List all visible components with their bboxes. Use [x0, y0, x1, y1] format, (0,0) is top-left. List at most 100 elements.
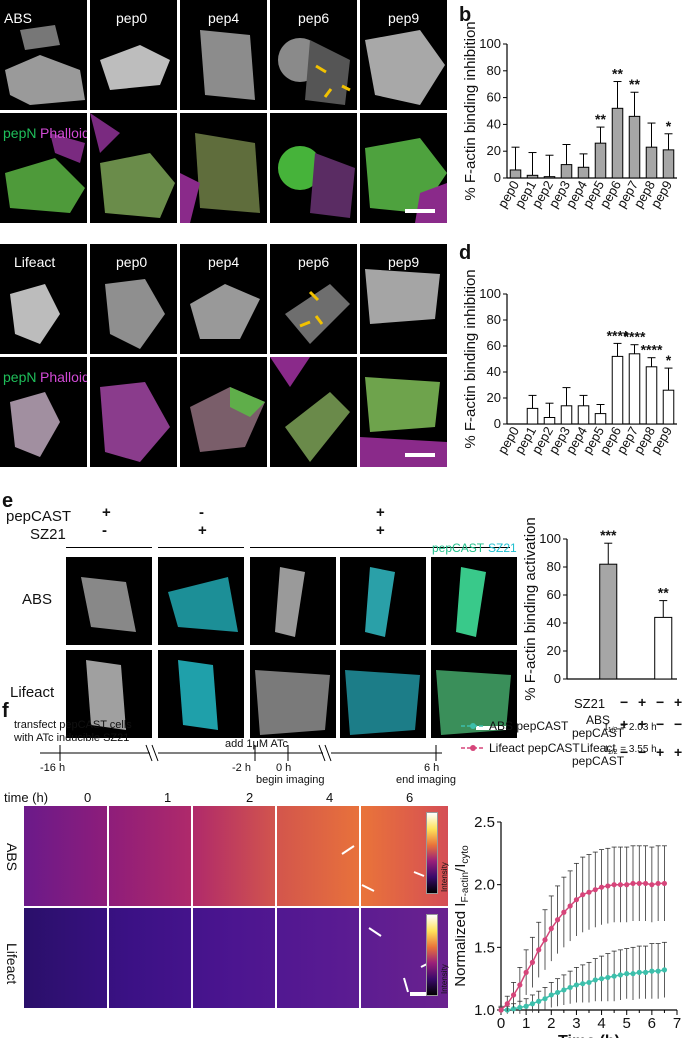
significance-label: **** [607, 327, 629, 343]
data-point [510, 992, 517, 998]
y-tick-label: 40 [487, 116, 501, 131]
data-point [536, 998, 542, 1004]
y-tick-label: 40 [547, 615, 561, 630]
x-axis-label: Time (h) [558, 1033, 620, 1038]
y-tick-label: 60 [487, 90, 501, 105]
data-point [573, 982, 580, 988]
data-point [649, 968, 655, 974]
x-tick-label: 2 [547, 1015, 555, 1032]
y-axis-label-sep: /I [455, 864, 469, 872]
colorbar-label-abs: Intensity [440, 862, 449, 892]
halftime-sub: 1/2 [608, 727, 618, 734]
bar [628, 115, 641, 179]
bar [543, 176, 556, 179]
image-e-abs-1 [66, 557, 152, 645]
y-axis-label: % F-actin binding activation [522, 517, 539, 700]
timeline-add-atc: add 1μM ATc [225, 738, 288, 750]
image-f-lifeact-strip [24, 908, 448, 1008]
image-pep4-gray: pep4 [180, 0, 267, 110]
image-pep9-merge-c [360, 357, 447, 467]
y-tick-label: 0 [554, 671, 561, 686]
condition-sign: − [656, 716, 665, 732]
label-e-abs: ABS [22, 591, 53, 608]
y-axis-label-sub1: F-actin [460, 872, 471, 903]
legend-marker [470, 745, 476, 751]
panel-letter-b: b [459, 4, 472, 26]
significance-label: *** [600, 527, 617, 543]
image-pep6-merge [270, 113, 357, 223]
timeline-tick-minus16: -16 h [40, 762, 66, 774]
timeline-end-imaging: end imaging [396, 774, 456, 786]
data-point [605, 974, 611, 981]
timeline-begin-imaging: begin imaging [256, 774, 325, 786]
sign-r2-c2: + [198, 522, 207, 539]
data-point [523, 969, 529, 975]
sign-r1-c3: + [376, 504, 385, 521]
bar [645, 366, 658, 425]
sign-r2-c1: - [102, 522, 107, 539]
data-point [529, 959, 536, 965]
image-f-abs-strip [24, 806, 448, 906]
label-pep0-c: pep0 [116, 254, 148, 270]
y-tick-label: 80 [487, 312, 501, 327]
data-point [567, 903, 573, 909]
data-point [630, 971, 636, 977]
legend-label: ABS pepCAST [489, 719, 569, 733]
data-point [611, 882, 617, 888]
y-tick-label: 40 [487, 364, 501, 379]
data-point [580, 892, 586, 898]
y-tick-label: 100 [479, 286, 501, 301]
significance-label: * [666, 352, 672, 368]
significance-label: ** [658, 585, 669, 601]
data-point [642, 880, 649, 887]
timeline-note-2: with ATc inducible SZ21 [14, 732, 130, 744]
label-pep6-c: pep6 [298, 254, 330, 270]
y-axis-label-main: Normalized I [455, 903, 469, 987]
panel-letter-f: f [2, 700, 9, 722]
data-point [510, 1006, 517, 1012]
chart-d: 0 20 40 60 80 100% F-actin binding inhibition… [462, 269, 677, 457]
data-point [586, 889, 592, 895]
label-f-abs: ABS [4, 843, 20, 872]
image-pep0-merge [90, 113, 177, 223]
data-point [523, 1003, 529, 1009]
data-point [598, 976, 605, 982]
data-point [661, 967, 668, 973]
y-tick-label: 80 [547, 559, 561, 574]
image-pep0-merge-c [90, 357, 177, 467]
label-f-lifeact: Lifeact [4, 943, 20, 985]
data-point [661, 880, 668, 887]
bar [662, 149, 675, 179]
data-point [630, 880, 636, 887]
data-point [624, 971, 630, 977]
condition-sign: − [620, 694, 629, 710]
image-pep9-merge [360, 113, 447, 223]
image-e-lifeact-3 [250, 650, 336, 738]
image-pep4-merge [180, 113, 267, 223]
y-axis-label: % F-actin binding inhibition [462, 269, 479, 448]
bar [543, 417, 556, 425]
data-point [580, 981, 586, 987]
image-pep0-gray-c: pep0 [90, 244, 177, 354]
colorbar-abs [426, 812, 438, 894]
condition-sign: − [620, 744, 629, 760]
condition-sign: + [638, 716, 647, 732]
y-tick-label: 20 [487, 143, 501, 158]
data-point [561, 987, 567, 993]
y-tick-label: 1.5 [474, 939, 495, 956]
timeline-tick-0: 0 h [276, 762, 292, 774]
image-e-lifeact-1 [66, 650, 152, 738]
time-0: 0 [84, 790, 92, 805]
y-tick-label: 1.0 [474, 1002, 495, 1019]
data-point [655, 880, 661, 887]
y-tick-label: 0 [494, 416, 501, 431]
condition-sign: + [656, 744, 665, 760]
image-e-abs-5 [431, 557, 517, 645]
label-e-pepcast: pepCAST [432, 541, 485, 555]
label-pepn: pepN [3, 125, 37, 141]
halftime-value: = 2.03 h [618, 722, 657, 733]
label-sz21-row: SZ21 [30, 526, 66, 543]
panel-letter-e: e [2, 490, 14, 512]
x-tick-label: 0 [497, 1015, 505, 1032]
